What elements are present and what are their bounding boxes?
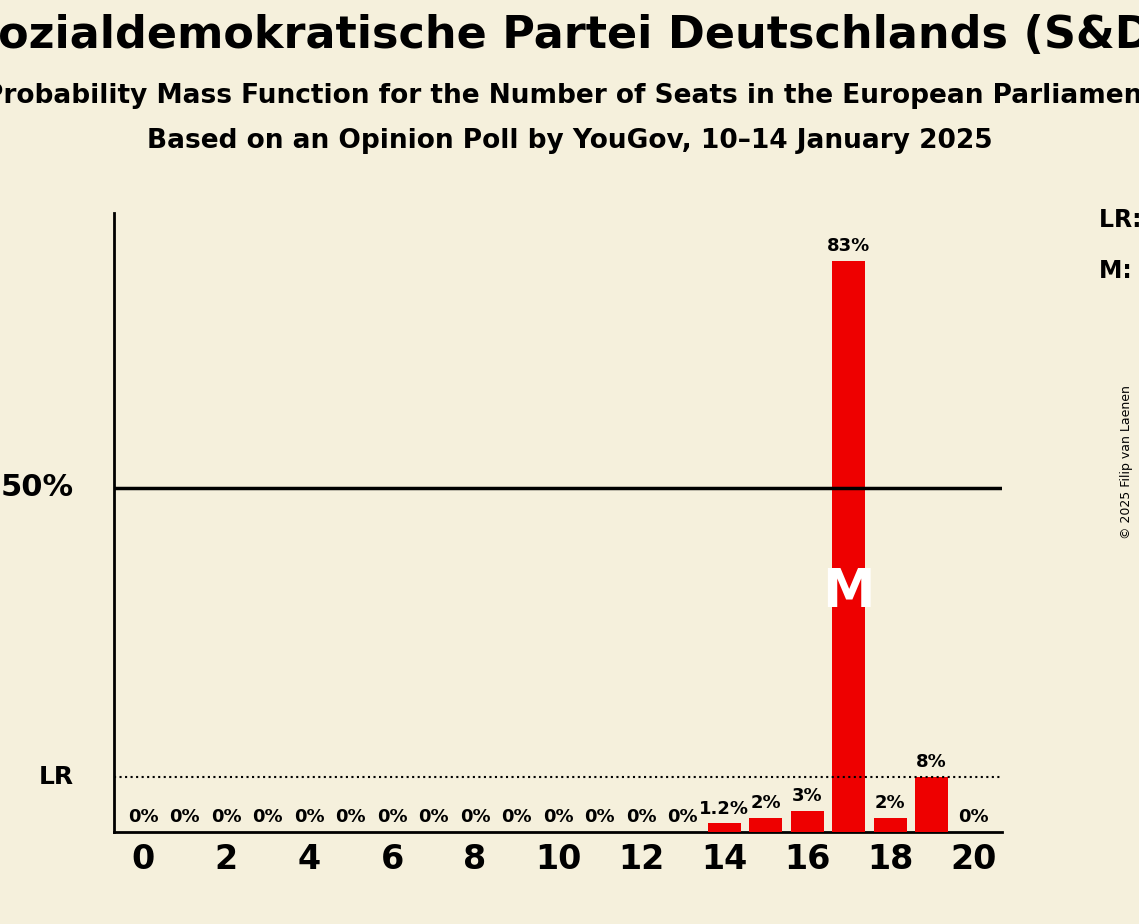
Text: 8%: 8%	[917, 753, 948, 771]
Text: 0%: 0%	[584, 808, 615, 826]
Text: Sozialdemokratische Partei Deutschlands (S&D): Sozialdemokratische Partei Deutschlands …	[0, 14, 1139, 57]
Text: 0%: 0%	[501, 808, 532, 826]
Text: 0%: 0%	[625, 808, 656, 826]
Text: 0%: 0%	[958, 808, 989, 826]
Text: 83%: 83%	[827, 237, 870, 255]
Text: 0%: 0%	[211, 808, 241, 826]
Text: 2%: 2%	[875, 795, 906, 812]
Bar	[874, 818, 907, 832]
Text: M: Median: M: Median	[1099, 259, 1139, 283]
Text: 0%: 0%	[252, 808, 282, 826]
Text: 0%: 0%	[335, 808, 366, 826]
Text: 0%: 0%	[543, 808, 573, 826]
Text: 3%: 3%	[792, 787, 822, 806]
Text: 1.2%: 1.2%	[699, 800, 749, 818]
Text: 2%: 2%	[751, 795, 781, 812]
Bar	[833, 261, 866, 832]
Bar	[707, 823, 740, 832]
Text: 0%: 0%	[418, 808, 449, 826]
Text: 0%: 0%	[128, 808, 158, 826]
Bar	[915, 776, 949, 832]
Text: 0%: 0%	[667, 808, 698, 826]
Text: 0%: 0%	[294, 808, 325, 826]
Text: Probability Mass Function for the Number of Seats in the European Parliament: Probability Mass Function for the Number…	[0, 83, 1139, 109]
Text: 0%: 0%	[377, 808, 408, 826]
Bar	[790, 811, 823, 832]
Text: 50%: 50%	[1, 473, 74, 502]
Text: M: M	[822, 565, 875, 618]
Text: © 2025 Filip van Laenen: © 2025 Filip van Laenen	[1121, 385, 1133, 539]
Text: Based on an Opinion Poll by YouGov, 10–14 January 2025: Based on an Opinion Poll by YouGov, 10–1…	[147, 128, 992, 153]
Text: 0%: 0%	[170, 808, 199, 826]
Text: LR: LR	[39, 764, 74, 788]
Text: 0%: 0%	[460, 808, 491, 826]
Bar	[749, 818, 782, 832]
Text: LR: Last Result: LR: Last Result	[1099, 208, 1139, 232]
